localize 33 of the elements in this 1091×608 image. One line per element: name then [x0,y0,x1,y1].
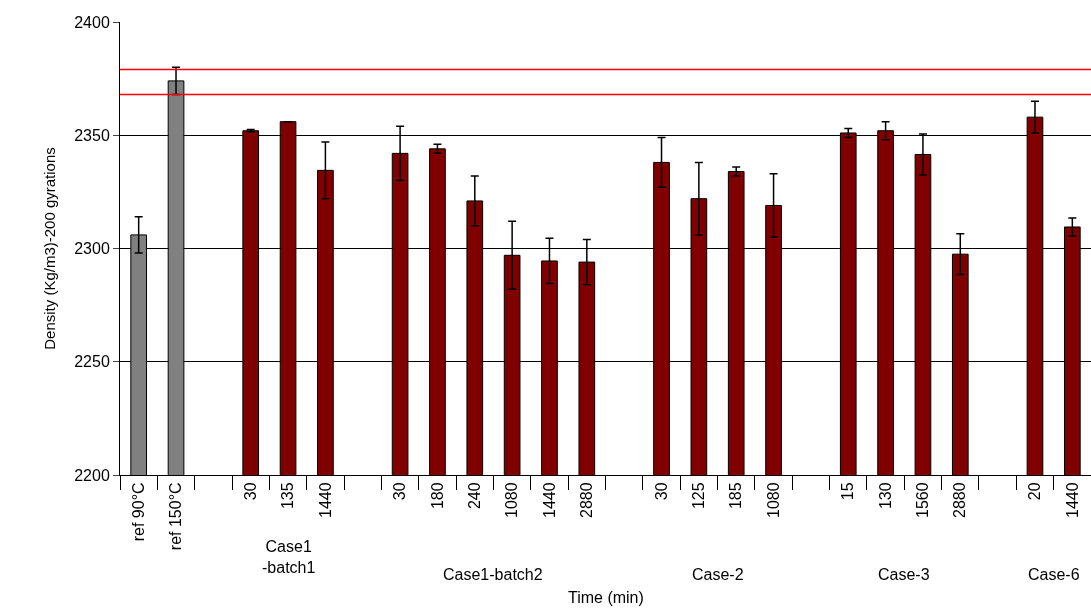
x-tick-label: 1440 [316,482,334,518]
x-tick-label: 2880 [951,482,969,518]
y-tick-label: 2400 [74,13,110,31]
y-tick-label: 2300 [74,240,110,258]
text: Case-6 [1028,566,1080,583]
x-tick-label: 180 [428,482,446,510]
x-tick-label: 30 [652,482,670,501]
x-tick-label: 1440 [1063,482,1081,518]
x-tick-label: 1440 [540,482,558,518]
x-tick-label: 15 [839,482,857,501]
x-tick-label: ref 150°C [167,482,185,551]
text: Case1-batch2 [443,566,543,583]
text: Case1 -batch1 [262,538,316,576]
x-tick-label: 135 [279,482,297,510]
x-axis-title: Time (min) [568,589,644,606]
x-tick-label: 2880 [578,482,596,518]
text: Case-2 [692,566,744,583]
x-tick-label: 185 [727,482,745,510]
x-tick-label: 30 [241,482,259,501]
y-tick-label: 2200 [74,466,110,484]
x-tick-label: 1080 [503,482,521,518]
x-tick-label: ref 90°C [129,482,147,542]
x-tick-label: 1560 [914,482,932,518]
x-tick-label: 130 [876,482,894,510]
y-axis-title: Density (Kg/m3)-200 gyrations [41,147,59,350]
text: Case-3 [878,566,930,583]
y-tick-label: 2350 [74,126,110,144]
x-tick-label: 1080 [764,482,782,518]
x-tick-label: 30 [391,482,409,501]
x-tick-label: 240 [465,482,483,510]
y-tick-label: 2250 [74,353,110,371]
x-tick-label: 125 [690,482,708,510]
x-tick-label: 20 [1026,482,1044,501]
